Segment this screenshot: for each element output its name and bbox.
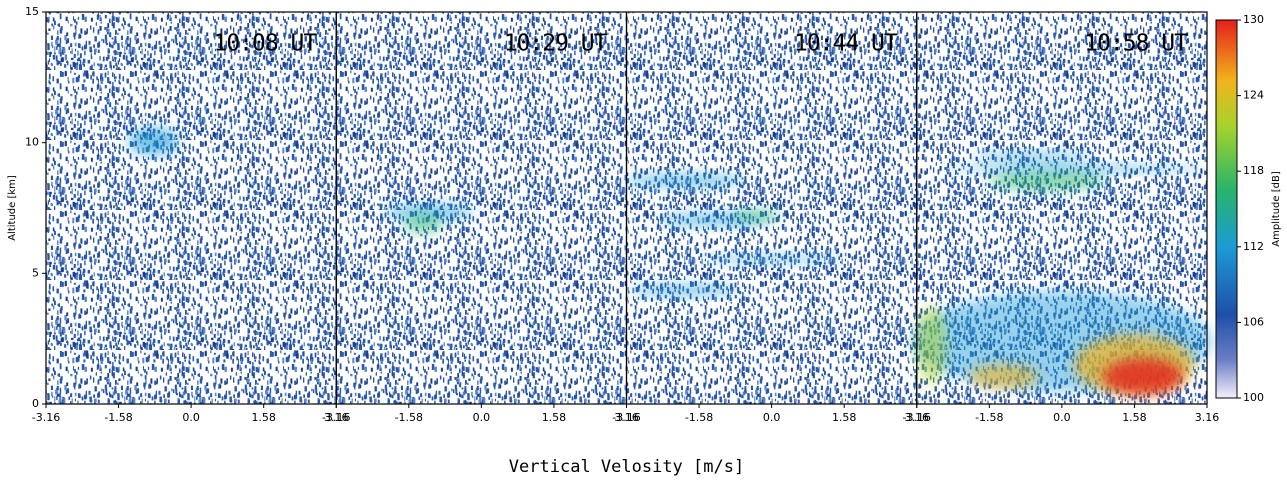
colorbar xyxy=(1215,19,1238,399)
y-axis-label: Altitude [km] xyxy=(7,175,18,241)
x-axis-label: Vertical Velosity [m/s] xyxy=(509,457,744,477)
x-tick-label: -1.58 xyxy=(685,411,713,424)
panel-background xyxy=(626,12,917,404)
echo-region xyxy=(916,305,947,386)
y-tick-label: 10 xyxy=(25,136,39,149)
x-tick-label: -3.16 xyxy=(322,411,350,424)
y-tick-label: 0 xyxy=(32,397,39,410)
echo-region xyxy=(1103,358,1184,395)
x-tick-label: 0.0 xyxy=(473,411,491,424)
echo-region xyxy=(624,173,745,188)
colorbar-tick-label: 100 xyxy=(1243,391,1264,404)
y-tick-label: 15 xyxy=(25,5,39,18)
echo-region xyxy=(384,203,475,220)
echo-region xyxy=(972,152,1093,163)
y-tick-label: 5 xyxy=(32,266,39,279)
echo-region xyxy=(701,253,842,264)
colorbar-tick-label: 106 xyxy=(1243,315,1264,328)
x-tick-label: -3.16 xyxy=(612,411,640,424)
x-tick-label: 3.16 xyxy=(324,411,349,424)
colorbar-tick-label: 124 xyxy=(1243,89,1264,102)
echo-region xyxy=(403,213,444,234)
panel-title: 10:44 UT xyxy=(794,31,898,57)
x-tick-label: 1.58 xyxy=(251,411,276,424)
echo-region xyxy=(946,164,1207,173)
x-tick-label: 1.58 xyxy=(1122,411,1147,424)
x-tick-label: 1.58 xyxy=(542,411,567,424)
x-tick-label: 3.16 xyxy=(1195,411,1220,424)
x-tick-label: 3.16 xyxy=(614,411,639,424)
echo-region xyxy=(968,364,1039,389)
x-tick-label: 0.0 xyxy=(182,411,200,424)
colorbar-tick-label: 118 xyxy=(1243,164,1264,177)
x-tick-label: -1.58 xyxy=(104,411,132,424)
echo-region xyxy=(732,209,783,222)
x-tick-label: 3.16 xyxy=(905,411,930,424)
panel-background xyxy=(46,12,337,404)
echo-region xyxy=(987,170,1108,191)
x-tick-label: 0.0 xyxy=(1053,411,1071,424)
x-tick-label: -3.16 xyxy=(32,411,60,424)
x-tick-label: -1.58 xyxy=(975,411,1003,424)
x-tick-label: 1.58 xyxy=(832,411,857,424)
panel-background xyxy=(336,12,627,404)
colorbar-label: Amplitude [dB] xyxy=(1271,171,1282,247)
colorbar-tick-label: 130 xyxy=(1243,13,1264,26)
panel-title: 10:29 UT xyxy=(504,31,608,57)
x-tick-label: -1.58 xyxy=(395,411,423,424)
panel-title: 10:08 UT xyxy=(213,31,317,57)
x-tick-label: -3.16 xyxy=(903,411,931,424)
echo-region xyxy=(128,127,179,156)
panel-title: 10:58 UT xyxy=(1084,31,1188,57)
echo-region xyxy=(629,284,740,297)
x-tick-label: 0.0 xyxy=(763,411,781,424)
colorbar-tick-label: 112 xyxy=(1243,240,1264,253)
